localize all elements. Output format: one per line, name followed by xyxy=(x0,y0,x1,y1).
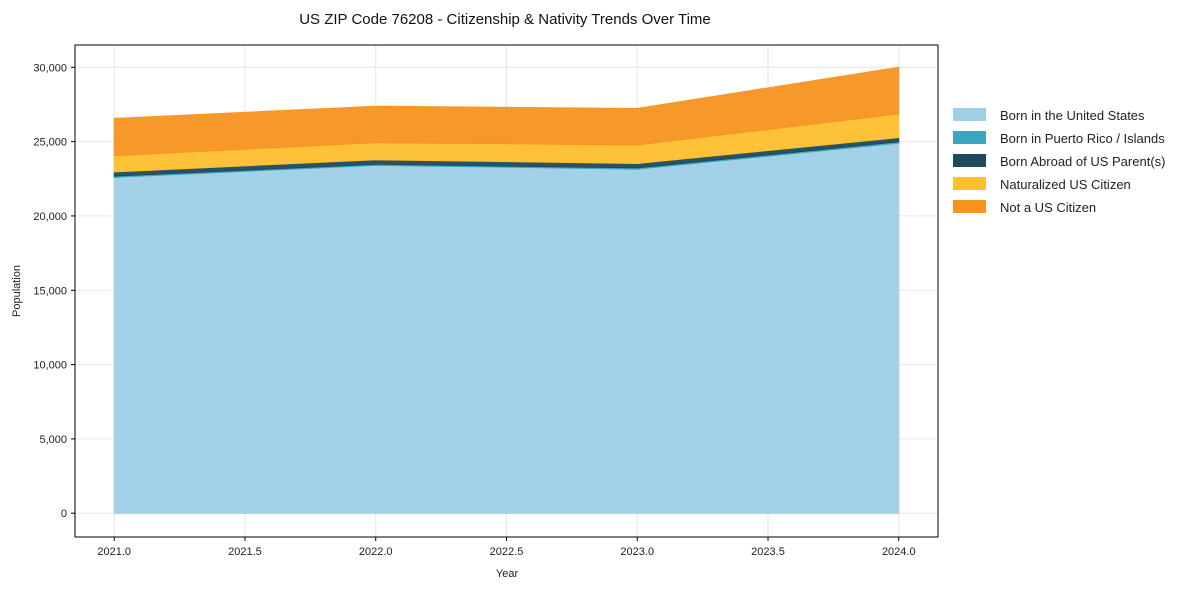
area-born-in-the-united-states xyxy=(113,142,900,514)
legend-item-naturalized-us-citizen[interactable]: Naturalized US Citizen xyxy=(953,177,1131,192)
legend-swatch-not-a-us-citizen xyxy=(953,200,986,213)
x-axis-label: Year xyxy=(496,568,519,580)
legend-swatch-born-in-puerto-rico-islands xyxy=(953,131,986,144)
legend-item-born-in-puerto-rico-islands[interactable]: Born in Puerto Rico / Islands xyxy=(953,131,1165,146)
y-tick-label-0: 0 xyxy=(61,508,67,520)
legend-swatch-born-in-the-united-states xyxy=(953,108,986,121)
legend-item-born-abroad-of-us-parent-s[interactable]: Born Abroad of US Parent(s) xyxy=(953,154,1165,169)
y-axis-ticks: 0 5,000 10,000 15,000 20,000 25,000 30,000 xyxy=(33,62,75,520)
y-axis-label: Population xyxy=(11,265,23,317)
area-series xyxy=(113,66,900,514)
legend-label-born-abroad-of-us-parent-s: Born Abroad of US Parent(s) xyxy=(1000,154,1165,169)
chart-title: US ZIP Code 76208 - Citizenship & Nativi… xyxy=(299,11,711,28)
legend-item-born-in-the-united-states[interactable]: Born in the United States xyxy=(953,108,1145,123)
legend-label-not-a-us-citizen: Not a US Citizen xyxy=(1000,200,1096,215)
legend-item-not-a-us-citizen[interactable]: Not a US Citizen xyxy=(953,200,1096,215)
x-tick-label-5: 2023.5 xyxy=(751,546,785,558)
x-tick-label-0: 2021.0 xyxy=(97,546,131,558)
legend[interactable]: Born in the United States Born in Puerto … xyxy=(953,108,1165,215)
y-tick-label-1: 5,000 xyxy=(39,434,67,446)
y-tick-label-4: 20,000 xyxy=(33,211,67,223)
legend-swatch-naturalized-us-citizen xyxy=(953,177,986,190)
x-tick-label-3: 2022.5 xyxy=(490,546,524,558)
x-axis-ticks: 2021.0 2021.5 2022.0 2022.5 2023.0 2023.5 2024… xyxy=(97,537,916,558)
y-tick-label-2: 10,000 xyxy=(33,360,67,372)
legend-label-naturalized-us-citizen: Naturalized US Citizen xyxy=(1000,177,1131,192)
x-tick-label-1: 2021.5 xyxy=(228,546,262,558)
x-tick-label-4: 2023.0 xyxy=(620,546,654,558)
y-tick-label-3: 15,000 xyxy=(33,285,67,297)
legend-label-born-in-puerto-rico-islands: Born in Puerto Rico / Islands xyxy=(1000,131,1165,146)
area-not-a-us-citizen xyxy=(113,66,900,157)
x-tick-label-2: 2022.0 xyxy=(359,546,393,558)
legend-label-born-in-the-united-states: Born in the United States xyxy=(1000,108,1145,123)
x-tick-label-6: 2024.0 xyxy=(882,546,916,558)
y-tick-label-6: 30,000 xyxy=(33,62,67,74)
y-tick-label-5: 25,000 xyxy=(33,137,67,149)
legend-swatch-born-abroad-of-us-parent-s xyxy=(953,154,986,167)
